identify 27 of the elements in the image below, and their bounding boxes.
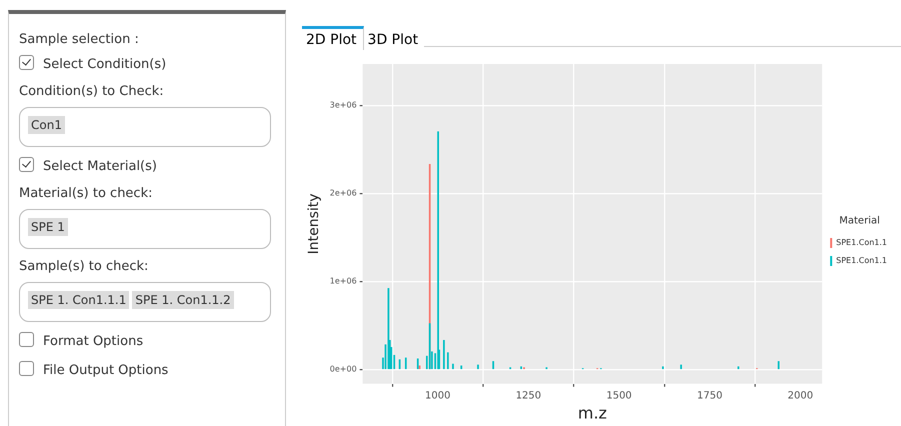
text: Select Material(s)	[43, 159, 157, 174]
input-field: Con1	[19, 107, 271, 147]
text: Material(s) to check:	[19, 186, 154, 201]
y-tick-label: 1e+06	[330, 276, 357, 286]
text: Sample selection :	[19, 32, 140, 47]
x-tick-label: 1500	[606, 390, 632, 402]
input-field: SPE 1. Con1.1.1 SPE 1. Con1.1.2	[19, 282, 271, 322]
y-tick-label: 0e+00	[330, 364, 357, 374]
legend-label: SPE1.Con1.1	[836, 256, 888, 266]
text: 2D Plot	[302, 26, 364, 50]
x-axis-title: m.z	[578, 404, 607, 423]
y-axis-title: Intensity	[306, 193, 322, 254]
y-tick-label: 2e+06	[330, 188, 357, 198]
text: Condition(s) to Check:	[19, 84, 165, 99]
y-tick-label: 3e+06	[330, 100, 357, 110]
text: Format Options	[43, 334, 144, 349]
input-field: SPE 1	[19, 209, 271, 249]
x-tick-label: 1250	[516, 390, 542, 402]
x-tick-label: 2000	[788, 390, 814, 402]
text: Sample(s) to check:	[19, 259, 150, 274]
text: Select Condition(s)	[43, 57, 166, 72]
text: File Output Options	[43, 363, 168, 378]
x-tick-label: 1000	[425, 390, 450, 402]
x-tick-label: 1750	[696, 390, 722, 402]
text: 3D Plot	[364, 26, 424, 50]
legend-label: SPE1.Con1.1	[836, 238, 888, 248]
legend-title: Material	[839, 216, 880, 227]
